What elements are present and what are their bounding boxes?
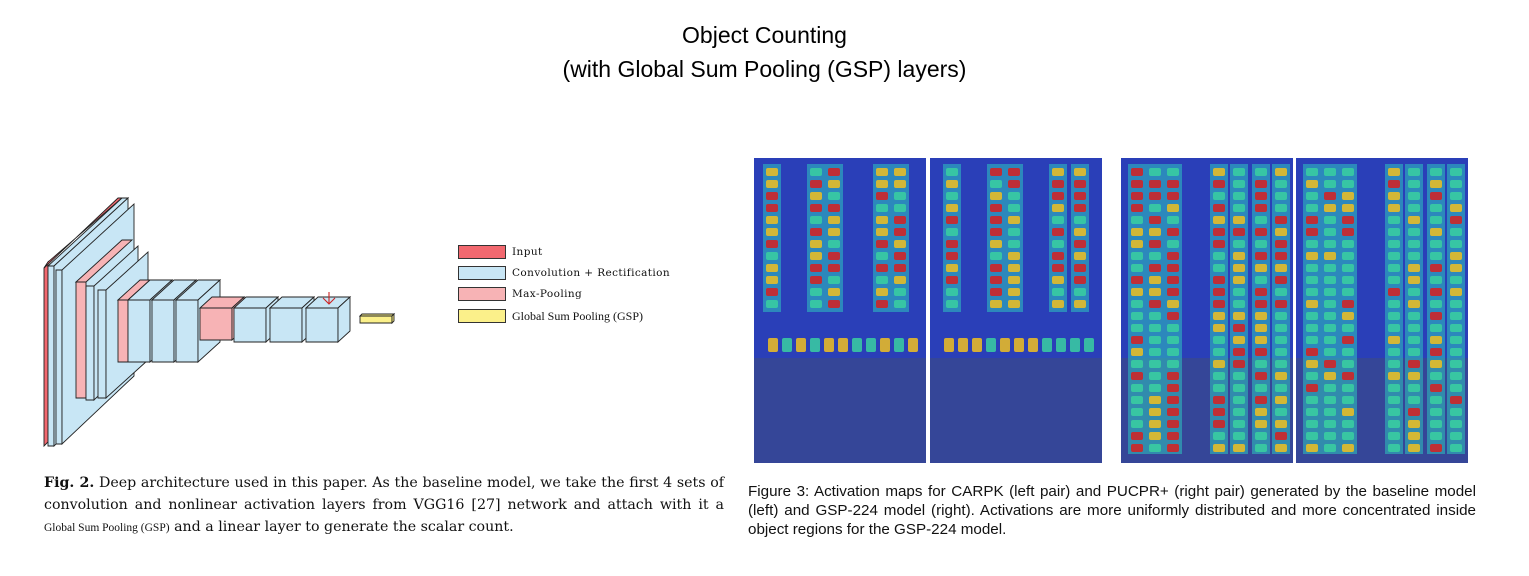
architecture-diagram: .s { stroke: #222; stroke-width: 0.9; }	[43, 196, 396, 448]
pool-block-1	[74, 239, 134, 399]
architecture-legend: Input Convolution + Rectification Max-Po…	[458, 244, 738, 334]
legend-label-pool: Max-Pooling	[512, 288, 583, 300]
legend-item-gsp: Global Sum Pooling (GSP)	[458, 308, 643, 324]
slide-subtitle: (with Global Sum Pooling (GSP) layers)	[562, 56, 967, 82]
slide-title: Object Counting	[682, 22, 847, 48]
legend-item-input: Input	[458, 244, 543, 260]
activation-map-carpk-gsp	[930, 158, 1102, 463]
gsp-block	[358, 312, 396, 325]
legend-swatch-gsp	[458, 309, 506, 323]
legend-label-conv: Convolution + Rectification	[512, 267, 671, 279]
legend-swatch-pool	[458, 287, 506, 301]
fig2-caption: Fig. 2. Deep architecture used in this p…	[44, 472, 724, 539]
fig2-inline-term: Global Sum Pooling (GSP)	[44, 522, 170, 534]
activation-map-pucpr-gsp	[1296, 158, 1468, 463]
pool-block-2	[116, 279, 152, 363]
activation-map-carpk-baseline	[754, 158, 926, 463]
legend-swatch-conv	[458, 266, 506, 280]
fig2-text-after: and a linear layer to generate the scala…	[169, 519, 514, 535]
legend-swatch-input	[458, 245, 506, 259]
fig2-label: Fig. 2.	[44, 475, 95, 491]
fig3-caption: Figure 3: Activation maps for CARPK (lef…	[748, 483, 1476, 538]
conv-block-4	[232, 292, 352, 344]
legend-item-pool: Max-Pooling	[458, 286, 582, 302]
legend-label-gsp: Global Sum Pooling (GSP)	[512, 308, 644, 323]
legend-item-conv: Convolution + Rectification	[458, 265, 670, 281]
activation-map-pucpr-baseline	[1121, 158, 1293, 463]
fig2-text-before: Deep architecture used in this paper. As…	[44, 475, 724, 513]
conv-block-3	[126, 278, 222, 364]
legend-label-input: Input	[512, 246, 543, 258]
